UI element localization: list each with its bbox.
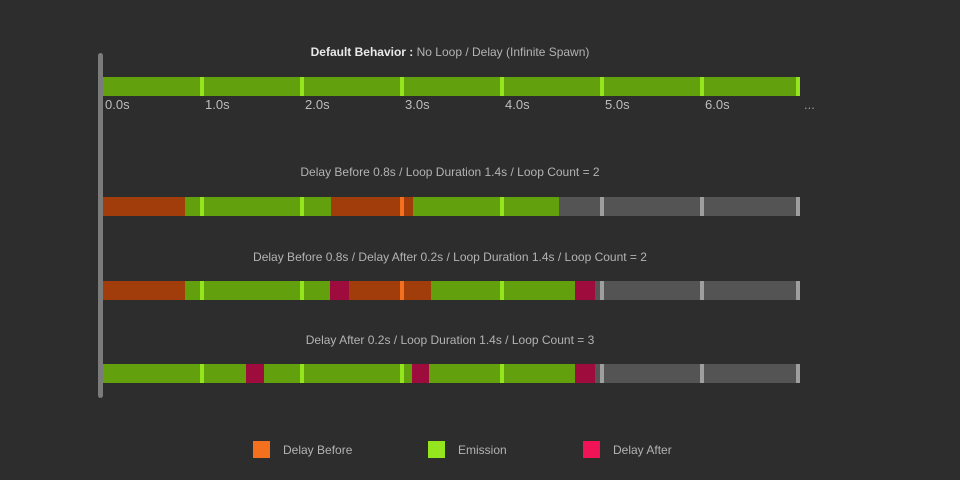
segment-delay_after: [330, 281, 349, 300]
tick-7s: [796, 364, 800, 383]
section-title-rest: No Loop / Delay (Infinite Spawn): [413, 45, 590, 59]
legend-label-delay-after: Delay After: [613, 442, 672, 457]
tick-7s: [796, 281, 800, 300]
tick-5s: [600, 77, 604, 96]
tick-1s: [200, 364, 204, 383]
legend-label-emission: Emission: [458, 442, 507, 457]
segment-emission: [103, 364, 246, 383]
segment-delay_before: [349, 281, 431, 300]
tick-1s: [200, 281, 204, 300]
section-title-delay-before-after-loop: Delay Before 0.8s / Delay After 0.2s / L…: [253, 250, 647, 264]
section-title-default-behavior: Default Behavior : No Loop / Delay (Infi…: [100, 45, 800, 59]
tick-1s: [200, 197, 204, 216]
segment-delay_after: [575, 364, 595, 383]
segment-inactive: [595, 281, 800, 300]
tick-4s: [500, 364, 504, 383]
timeline-bar-delay-after-loop: [103, 364, 800, 383]
section-title-bold: Default Behavior :: [310, 45, 414, 59]
tick-4s: [500, 281, 504, 300]
timeline-bar-delay-before-after-loop: [103, 281, 800, 300]
segment-inactive: [559, 197, 800, 216]
legend-item-emission: Emission: [428, 441, 507, 458]
timeline-bar-delay-before-loop: [103, 197, 800, 216]
tick-2s: [300, 364, 304, 383]
segment-delay_after: [246, 364, 264, 383]
time-label-overflow: ...: [804, 97, 815, 112]
time-label-3s: 3.0s: [405, 97, 430, 112]
tick-3s: [400, 77, 404, 96]
time-label-1s: 1.0s: [205, 97, 230, 112]
tick-3s: [400, 281, 404, 300]
tick-2s: [300, 77, 304, 96]
tick-1s: [200, 77, 204, 96]
legend-swatch-emission: [428, 441, 445, 458]
segment-emission: [185, 281, 330, 300]
tick-7s: [796, 197, 800, 216]
segment-delay_before: [103, 197, 185, 216]
segment-emission: [185, 197, 331, 216]
legend-item-delay-after: Delay After: [583, 441, 672, 458]
tick-7s: [796, 77, 800, 96]
tick-6s: [700, 281, 704, 300]
segment-emission: [413, 197, 559, 216]
tick-6s: [700, 197, 704, 216]
time-label-5s: 5.0s: [605, 97, 630, 112]
tick-4s: [500, 77, 504, 96]
tick-5s: [600, 197, 604, 216]
time-label-6s: 6.0s: [705, 97, 730, 112]
time-label-2s: 2.0s: [305, 97, 330, 112]
tick-2s: [300, 197, 304, 216]
segment-emission: [103, 77, 800, 96]
tick-3s: [400, 197, 404, 216]
segment-inactive: [595, 364, 800, 383]
time-label-4s: 4.0s: [505, 97, 530, 112]
timeline-bar-default-behavior: [103, 77, 800, 96]
tick-2s: [300, 281, 304, 300]
tick-5s: [600, 281, 604, 300]
segment-delay_before: [103, 281, 185, 300]
segment-delay_before: [331, 197, 413, 216]
legend-swatch-delay-after: [583, 441, 600, 458]
segment-emission: [264, 364, 412, 383]
section-title-delay-before-loop: Delay Before 0.8s / Loop Duration 1.4s /…: [300, 165, 600, 179]
tick-4s: [500, 197, 504, 216]
segment-delay_after: [575, 281, 595, 300]
legend-item-delay-before: Delay Before: [253, 441, 352, 458]
tick-5s: [600, 364, 604, 383]
tick-6s: [700, 364, 704, 383]
time-label-0s: 0.0s: [105, 97, 130, 112]
legend-label-delay-before: Delay Before: [283, 442, 353, 457]
tick-3s: [400, 364, 404, 383]
legend-swatch-delay-before: [253, 441, 270, 458]
time-axis-origin-line: [98, 53, 103, 398]
tick-6s: [700, 77, 704, 96]
time-axis-labels: 0.0s 1.0s 2.0s 3.0s 4.0s 5.0s 6.0s ...: [103, 97, 843, 113]
segment-delay_after: [412, 364, 429, 383]
section-title-delay-after-loop: Delay After 0.2s / Loop Duration 1.4s / …: [305, 333, 595, 347]
